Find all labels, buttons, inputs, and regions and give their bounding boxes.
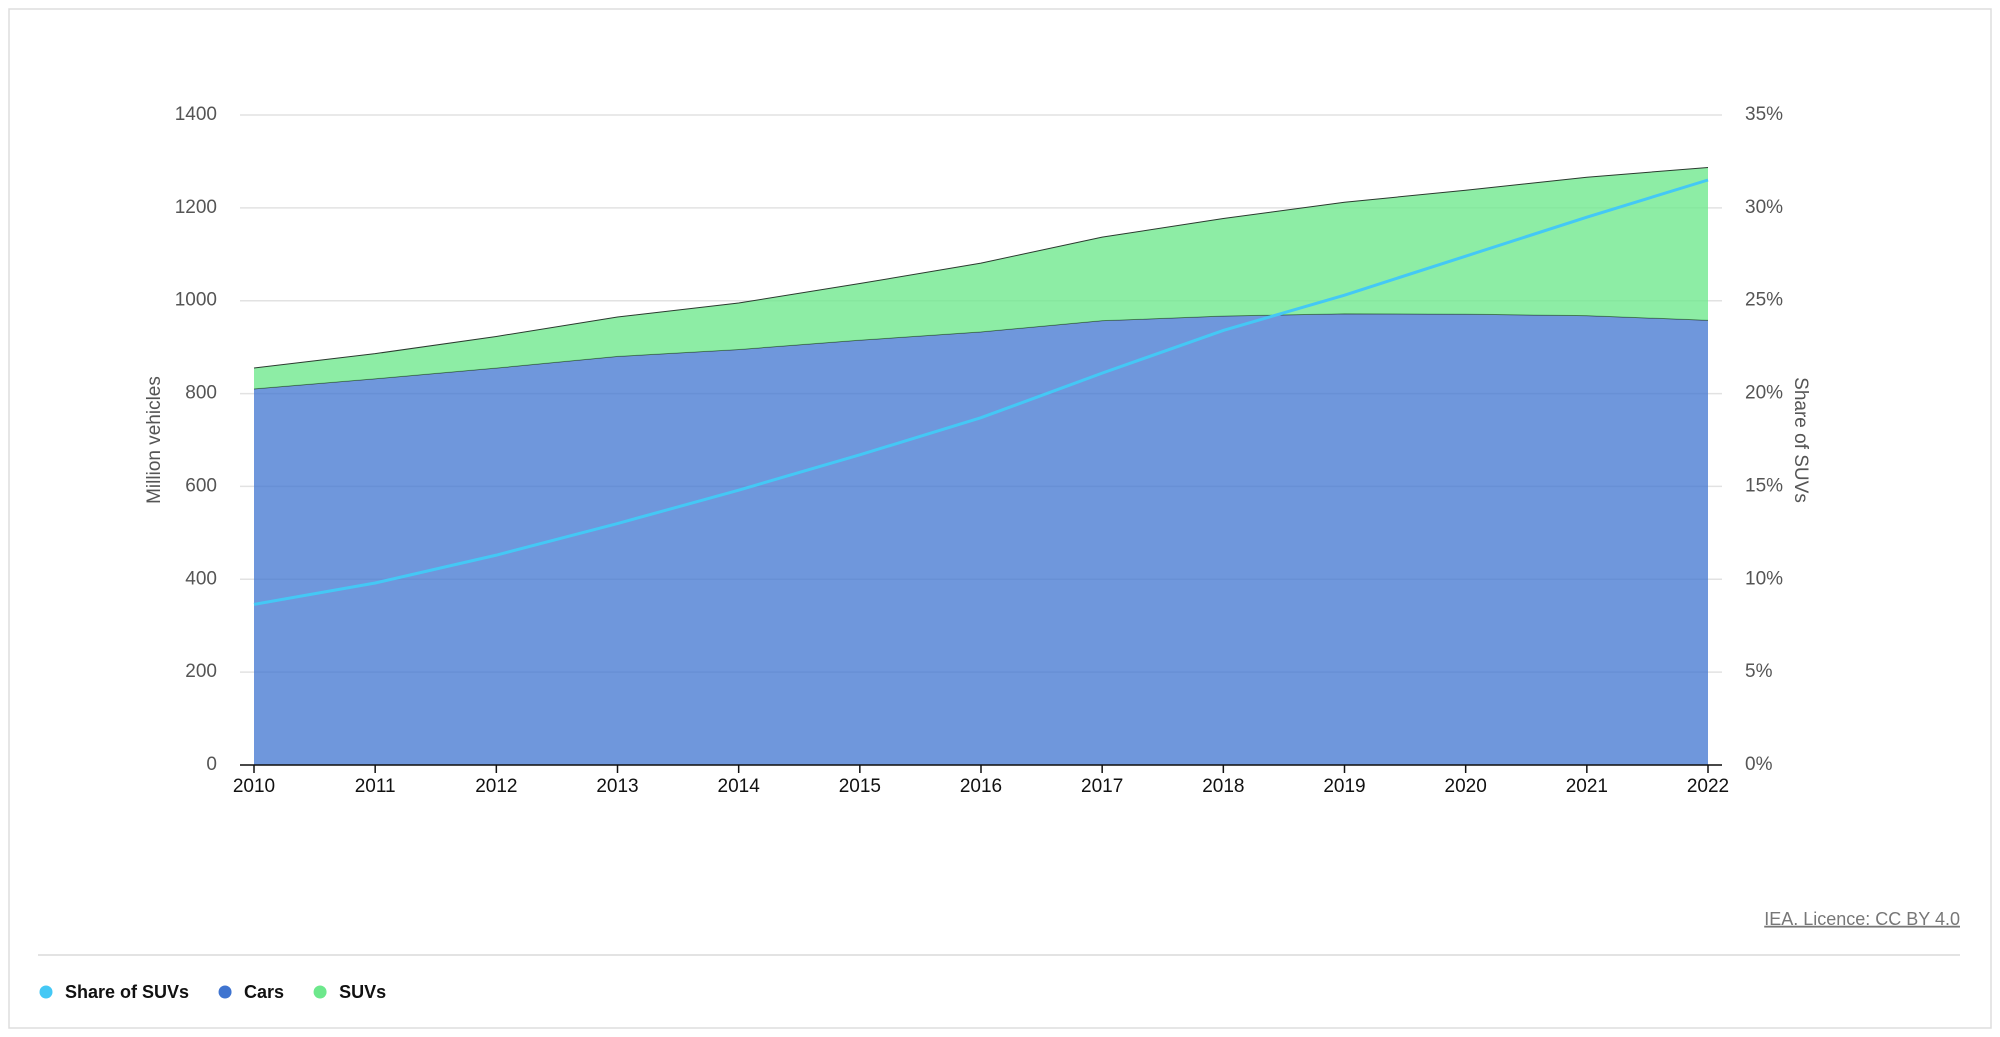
- x-tick-label: 2011: [355, 776, 396, 797]
- y-tick-label: 1200: [175, 197, 217, 218]
- y2-tick-label: 35%: [1745, 104, 1783, 125]
- legend-marker: [218, 985, 232, 999]
- y-tick-label: 600: [185, 475, 217, 496]
- x-tick-label: 2013: [596, 776, 638, 797]
- legend-marker: [39, 985, 53, 999]
- x-tick-label: 2012: [475, 776, 517, 797]
- x-tick-label: 2017: [1081, 776, 1123, 797]
- x-tick-label: 2022: [1687, 776, 1729, 797]
- y2-tick-label: 15%: [1745, 475, 1783, 496]
- x-tick-label: 2021: [1566, 776, 1608, 797]
- x-tick-label: 2019: [1323, 776, 1365, 797]
- area-edge: [253, 166, 1709, 369]
- area: [254, 313, 1708, 765]
- y2-tick-label: 20%: [1745, 383, 1783, 404]
- y2-tick-label: 25%: [1745, 290, 1783, 311]
- area: [254, 167, 1708, 389]
- legend-marker: [313, 985, 327, 999]
- legend-label[interactable]: SUVs: [339, 982, 386, 1002]
- frame: [8, 8, 1992, 1029]
- x-tick-label: 2015: [839, 776, 881, 797]
- y-tick-label: 200: [185, 661, 217, 682]
- legend-label[interactable]: Cars: [244, 982, 284, 1002]
- x-tick-label: 2014: [718, 776, 761, 797]
- y2-tick-label: 5%: [1745, 661, 1773, 682]
- y2-tick-label: 30%: [1745, 197, 1783, 218]
- y-tick-label: 800: [185, 383, 217, 404]
- y-axis-label: Million vehicles: [144, 376, 165, 504]
- x-tick-label: 2016: [960, 776, 1002, 797]
- x-tick-label: 2018: [1202, 776, 1244, 797]
- y-tick-label: 1400: [175, 104, 217, 125]
- legend-label[interactable]: Share of SUVs: [65, 982, 189, 1002]
- x-tick-label: 2020: [1445, 776, 1487, 797]
- x-tick-label: 2010: [233, 776, 275, 797]
- y-tick-label: 400: [185, 568, 217, 589]
- y2-tick-label: 0%: [1745, 754, 1773, 775]
- line: [253, 178, 1709, 606]
- y-tick-label: 1000: [175, 290, 217, 311]
- source-link[interactable]: IEA. Licence: CC BY 4.0: [1764, 909, 1960, 929]
- y2-tick-label: 10%: [1745, 568, 1783, 589]
- y2-axis-label: Share of SUVs: [1790, 377, 1811, 503]
- y-tick-label: 0: [206, 754, 217, 775]
